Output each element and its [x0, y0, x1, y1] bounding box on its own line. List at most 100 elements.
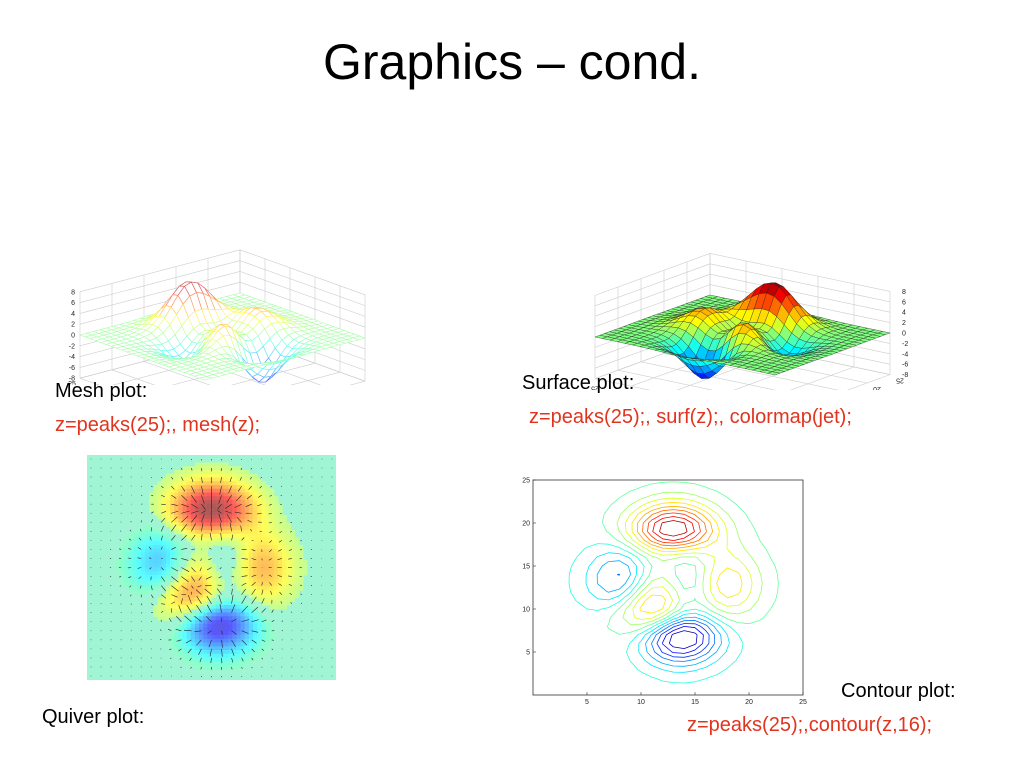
field-cell: [240, 511, 246, 516]
field-cell: [157, 507, 163, 512]
arrow: [90, 549, 92, 550]
arrow: [171, 535, 176, 541]
field-cell: [232, 477, 237, 482]
arrow: [277, 575, 282, 577]
field-cell: [136, 560, 142, 565]
arrow: [90, 630, 92, 632]
field-cell: [190, 515, 196, 520]
field-cell: [203, 571, 208, 576]
arrow: [160, 666, 162, 668]
field-cell: [248, 657, 254, 662]
field-cell: [215, 646, 221, 651]
field-cell: [149, 552, 154, 557]
field-cell: [199, 545, 204, 550]
arrow: [90, 521, 92, 523]
field-cell: [149, 560, 154, 565]
field-cell: [153, 605, 159, 610]
arrow: [171, 494, 177, 499]
field-cell: [161, 541, 167, 546]
field-cell: [174, 646, 179, 651]
field-cell: [253, 518, 258, 524]
arrow: [140, 648, 142, 650]
arrow: [171, 576, 179, 583]
field-cell: [244, 657, 250, 662]
arrow: [220, 547, 222, 550]
field-cell: [236, 646, 242, 651]
field-cell: [240, 646, 246, 651]
arrow: [161, 467, 163, 469]
arrow: [161, 603, 165, 605]
field-cell: [170, 638, 175, 644]
field-cell: [174, 608, 179, 614]
field-cell: [286, 526, 291, 531]
field-cell: [153, 556, 159, 561]
arrow: [120, 621, 122, 623]
field-cell: [269, 500, 275, 505]
arrow: [289, 540, 292, 542]
field-cell: [165, 518, 171, 524]
arrow: [311, 521, 313, 523]
arrow: [201, 534, 203, 541]
floor-gridline: [594, 378, 651, 390]
arrow: [331, 485, 333, 487]
field-cell: [277, 507, 283, 512]
arrow: [321, 458, 323, 460]
field-cell: [178, 492, 184, 497]
field-cell: [190, 466, 196, 471]
field-cell: [194, 638, 200, 644]
field-cell: [178, 612, 184, 617]
arrow: [279, 522, 282, 524]
field-cell: [232, 578, 237, 584]
arrow: [241, 588, 246, 595]
contour-level: [656, 623, 710, 658]
field-cell: [277, 518, 283, 524]
field-cell: [170, 541, 175, 546]
arrow: [251, 574, 257, 577]
arrow: [110, 621, 112, 623]
field-cell: [236, 500, 242, 505]
field-cell: [170, 597, 175, 602]
field-cell: [228, 620, 233, 625]
field-cell: [215, 657, 221, 662]
field-cell: [294, 537, 300, 542]
z-tick-label: 4: [71, 311, 75, 318]
field-cell: [219, 500, 225, 505]
arrow: [321, 476, 323, 478]
arrow: [229, 476, 232, 482]
field-cell: [132, 533, 138, 539]
field-cell: [219, 503, 225, 509]
field-cell: [161, 548, 167, 554]
field-cell: [228, 500, 233, 505]
arrow: [331, 549, 333, 550]
field-cell: [178, 575, 184, 580]
field-cell: [223, 608, 229, 614]
field-cell: [269, 537, 275, 542]
field-cell: [223, 665, 229, 670]
field-cell: [294, 545, 300, 550]
arrow: [268, 512, 272, 515]
field-cell: [248, 496, 254, 501]
arrow: [199, 657, 202, 663]
field-cell: [248, 526, 254, 531]
field-cell: [182, 653, 188, 659]
field-cell: [186, 578, 192, 584]
field-cell: [232, 657, 237, 662]
field-cell: [248, 492, 254, 497]
field-cell: [170, 496, 175, 501]
field-cell: [236, 530, 242, 535]
arrow: [130, 485, 132, 487]
field-cell: [236, 518, 242, 524]
field-cell: [282, 526, 287, 531]
field-cell: [203, 616, 208, 621]
field-cell: [261, 560, 267, 565]
field-cell: [149, 530, 154, 535]
field-cell: [182, 635, 188, 640]
contour-level: [652, 516, 695, 541]
field-cell: [116, 560, 121, 565]
field-cell: [136, 563, 142, 569]
field-cell: [186, 500, 192, 505]
field-cell: [186, 470, 192, 475]
field-cell: [248, 552, 254, 557]
arrow: [110, 639, 112, 641]
arrow: [151, 603, 154, 606]
